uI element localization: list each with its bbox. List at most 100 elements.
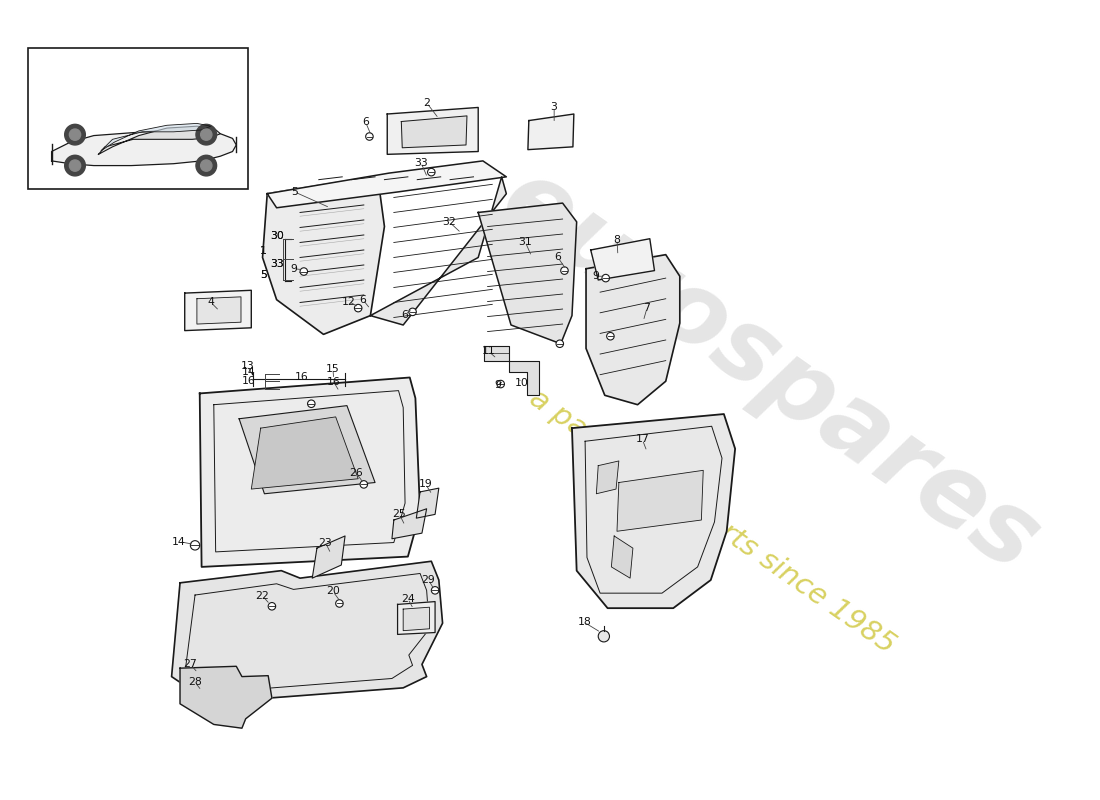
Text: 22: 22 [255,591,270,601]
Text: 6: 6 [402,310,408,320]
Text: 17: 17 [636,434,649,444]
Polygon shape [180,666,272,728]
Text: eurospares: eurospares [482,150,1056,593]
Polygon shape [612,536,632,578]
Text: 7: 7 [644,303,650,313]
Text: 11: 11 [482,346,495,356]
Text: 2: 2 [424,98,430,108]
Text: 8: 8 [614,234,620,245]
Polygon shape [185,290,251,330]
Text: 6: 6 [554,253,561,262]
Polygon shape [586,254,680,405]
Text: 16: 16 [295,373,309,382]
Circle shape [561,267,569,274]
Text: 5: 5 [260,270,267,280]
Text: 1: 1 [260,246,267,256]
Text: 30: 30 [271,231,285,241]
Text: 23: 23 [319,538,332,547]
Text: 20: 20 [326,586,340,596]
Circle shape [354,304,362,312]
Text: 33: 33 [414,158,428,168]
Circle shape [607,333,614,340]
Polygon shape [484,346,509,361]
Text: 19: 19 [419,479,432,490]
Text: 26: 26 [350,468,363,478]
Text: 16: 16 [327,377,341,387]
Text: 5: 5 [260,270,267,280]
Circle shape [336,600,343,607]
Polygon shape [528,114,574,150]
Circle shape [200,129,212,140]
Circle shape [200,160,212,171]
Text: 31: 31 [518,237,532,246]
Circle shape [300,268,308,275]
Text: 14: 14 [173,537,186,546]
Text: 24: 24 [402,594,415,604]
Circle shape [196,155,217,176]
Polygon shape [172,562,442,707]
Polygon shape [99,126,220,154]
Text: 33: 33 [271,259,285,269]
Text: 27: 27 [184,659,197,670]
Text: 30: 30 [271,231,285,241]
Text: 1: 1 [260,246,267,256]
Circle shape [190,541,200,550]
Text: 15: 15 [326,364,340,374]
Circle shape [431,586,439,594]
Polygon shape [197,297,241,324]
Circle shape [409,308,416,316]
Text: 3: 3 [551,102,558,113]
Polygon shape [478,203,576,344]
Text: a passion for parts since 1985: a passion for parts since 1985 [525,384,901,659]
Polygon shape [251,417,359,489]
Polygon shape [617,470,703,531]
Text: 29: 29 [421,575,436,585]
Text: 18: 18 [578,618,591,627]
Polygon shape [416,488,439,518]
Polygon shape [402,116,468,148]
Circle shape [360,481,367,488]
Text: 9: 9 [592,271,598,282]
Text: 16: 16 [242,376,256,386]
Text: 32: 32 [442,217,456,227]
Polygon shape [392,509,427,538]
Polygon shape [387,107,478,154]
Polygon shape [239,406,375,494]
Circle shape [556,340,563,347]
Text: 33: 33 [271,259,285,269]
Text: 9: 9 [290,264,297,274]
Circle shape [65,124,86,145]
Circle shape [428,168,436,176]
Text: 28: 28 [188,678,202,687]
Circle shape [196,124,217,145]
Bar [29,48,249,189]
Circle shape [365,133,373,140]
Text: 9: 9 [495,380,502,390]
Text: 6: 6 [360,294,366,305]
Text: 4: 4 [208,298,214,307]
Text: 13: 13 [241,362,254,371]
Circle shape [308,400,315,407]
Circle shape [497,380,505,388]
Polygon shape [263,178,384,334]
Polygon shape [596,461,619,494]
Text: 10: 10 [515,378,528,388]
Polygon shape [572,414,735,608]
Text: 12: 12 [342,297,355,306]
Text: 6: 6 [362,118,370,127]
Polygon shape [312,536,345,578]
Polygon shape [267,161,506,208]
Circle shape [598,630,609,642]
Polygon shape [52,130,236,166]
Polygon shape [200,378,420,567]
Text: 14: 14 [242,367,256,377]
Circle shape [602,274,609,282]
Polygon shape [591,238,654,280]
Text: 25: 25 [393,510,406,519]
Polygon shape [509,361,539,395]
Text: 5: 5 [292,187,298,197]
Circle shape [69,160,80,171]
Circle shape [65,155,86,176]
Circle shape [268,602,276,610]
Polygon shape [397,602,436,634]
